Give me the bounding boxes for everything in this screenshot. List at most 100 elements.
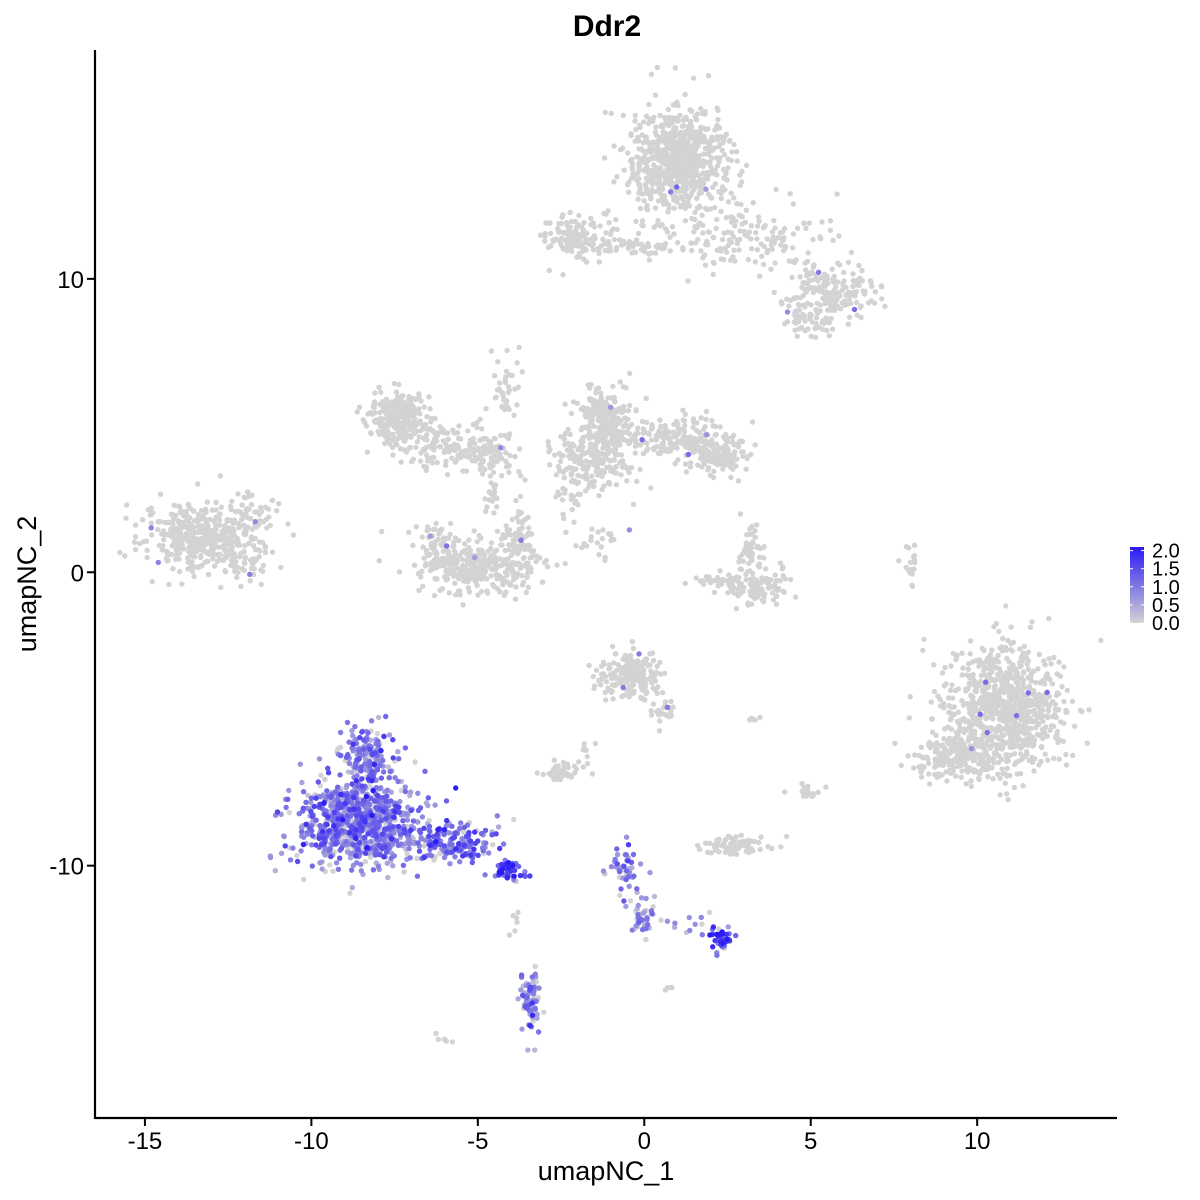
cell-point xyxy=(646,251,652,257)
cell-point xyxy=(493,459,500,465)
cell-point xyxy=(222,548,228,554)
cell-point xyxy=(578,473,585,480)
cell-point xyxy=(688,240,694,246)
cell-point xyxy=(739,168,745,175)
cell-point xyxy=(654,64,660,71)
cell-point xyxy=(653,432,659,439)
cell-point xyxy=(655,450,661,456)
cell-point xyxy=(643,135,649,141)
cell-point xyxy=(1051,723,1057,729)
cell-point xyxy=(443,568,449,575)
cell-point xyxy=(625,240,632,247)
cell-point xyxy=(1054,671,1060,677)
cell-point xyxy=(826,299,832,306)
cell-point xyxy=(486,461,493,468)
cell-point xyxy=(228,562,234,569)
cell-point xyxy=(379,528,385,535)
cell-point xyxy=(718,195,724,202)
cell-point xyxy=(768,266,774,272)
cell-point xyxy=(642,684,648,691)
cell-point xyxy=(226,540,232,546)
cell-point xyxy=(131,539,138,545)
cell-point xyxy=(714,574,721,581)
cell-point xyxy=(618,472,624,478)
cell-point xyxy=(620,464,626,470)
cell-point xyxy=(434,438,440,444)
cell-point xyxy=(514,560,520,567)
cell-point xyxy=(494,504,500,510)
cell-point xyxy=(772,225,778,231)
cell-point xyxy=(217,551,223,557)
cell-point xyxy=(495,556,502,563)
cell-point xyxy=(365,411,371,417)
cell-point xyxy=(569,248,575,255)
cell-point xyxy=(195,529,201,536)
cell-point xyxy=(871,300,878,306)
cell-point xyxy=(252,535,258,542)
cell-point xyxy=(447,443,454,450)
cell-point xyxy=(596,250,602,257)
cell-point xyxy=(708,451,714,457)
cell-point xyxy=(743,571,749,578)
cell-point xyxy=(689,151,695,158)
cell-point xyxy=(905,753,911,759)
cell-point xyxy=(657,718,663,724)
cell-point xyxy=(648,712,655,718)
cell-point xyxy=(602,557,608,564)
cell-point xyxy=(547,446,553,453)
cell-point xyxy=(1052,712,1058,718)
cell-point xyxy=(649,187,655,193)
cell-point xyxy=(243,510,249,517)
cell-point xyxy=(210,552,216,558)
cell-point xyxy=(692,216,698,223)
cell-point xyxy=(496,574,503,581)
cell-point xyxy=(758,241,764,247)
cell-point xyxy=(653,132,660,138)
cell-point xyxy=(410,456,416,462)
cell-point xyxy=(727,214,734,220)
cell-point xyxy=(958,717,964,724)
cell-point xyxy=(650,173,656,179)
cell-point xyxy=(202,536,209,542)
cell-point xyxy=(632,675,638,681)
cell-point xyxy=(632,432,638,438)
cell-point xyxy=(183,513,189,519)
cell-point xyxy=(628,667,635,673)
cell-point xyxy=(693,575,699,581)
cell-point xyxy=(226,525,233,531)
cell-point xyxy=(414,428,420,435)
cell-point xyxy=(269,549,276,555)
cell-point xyxy=(709,437,715,443)
cell-point xyxy=(434,433,440,439)
cell-point xyxy=(652,92,659,98)
cell-point xyxy=(591,483,597,490)
cell-point xyxy=(770,235,776,241)
cell-point xyxy=(759,591,766,598)
cell-point xyxy=(665,209,671,215)
cell-point xyxy=(636,146,642,152)
cell-point xyxy=(177,504,183,510)
cell-point xyxy=(377,423,384,429)
cell-point xyxy=(411,562,418,568)
cell-point xyxy=(647,662,653,668)
cell-point xyxy=(733,463,739,469)
cell-point xyxy=(443,458,449,464)
cell-point xyxy=(505,384,512,390)
cell-point xyxy=(760,261,767,268)
cell-point xyxy=(731,195,737,201)
cell-point xyxy=(805,250,811,256)
cell-point xyxy=(605,444,611,450)
cell-point xyxy=(686,160,692,166)
cell-point xyxy=(720,466,726,472)
cell-point xyxy=(987,666,993,673)
cell-point xyxy=(123,515,129,521)
cell-point xyxy=(591,478,598,485)
cell-point xyxy=(846,289,852,295)
cell-point xyxy=(749,550,756,557)
cell-point xyxy=(710,423,716,429)
cell-point xyxy=(1012,673,1018,679)
cell-point xyxy=(640,223,646,229)
cell-point xyxy=(466,537,472,543)
cell-point xyxy=(560,767,566,773)
cell-point xyxy=(599,486,605,493)
